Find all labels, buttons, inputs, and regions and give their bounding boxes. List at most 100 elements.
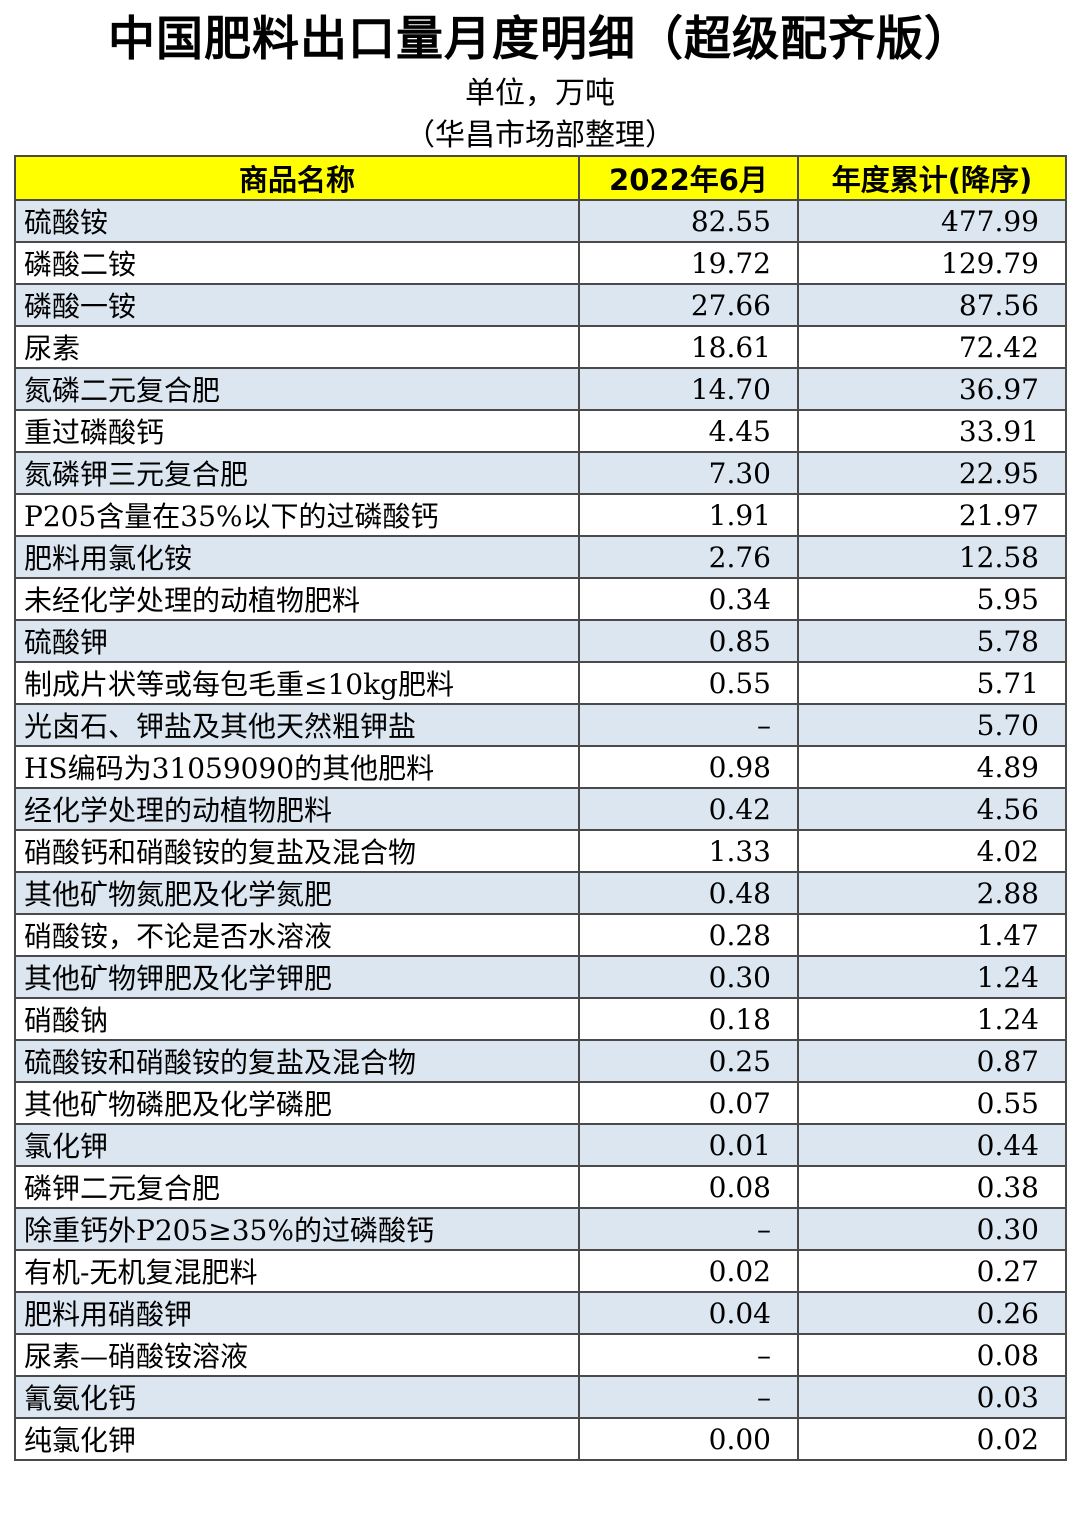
table-row: 光卤石、钾盐及其他天然粗钾盐 –5.70	[14, 703, 1067, 747]
product-name-cell: 纯氯化钾	[14, 1417, 580, 1461]
cumulative-value-cell: 22.95	[797, 451, 1067, 495]
cumulative-value-cell: 0.87	[797, 1039, 1067, 1083]
table-row: 未经化学处理的动植物肥料 0.34 5.95	[14, 577, 1067, 621]
cumulative-value-cell: 1.24	[797, 955, 1067, 999]
cumulative-value-cell: 0.30	[797, 1207, 1067, 1251]
month-value-cell: 0.00	[578, 1417, 799, 1461]
table-row: 其他矿物钾肥及化学钾肥 0.30 1.24	[14, 955, 1067, 999]
month-value-cell: 0.08	[578, 1165, 799, 1209]
product-name-cell: 其他矿物磷肥及化学磷肥	[14, 1081, 580, 1125]
product-name-cell: 氮磷钾三元复合肥	[14, 451, 580, 495]
month-value-cell: 14.70	[578, 367, 799, 411]
product-name-cell: 硫酸铵和硝酸铵的复盐及混合物	[14, 1039, 580, 1083]
month-value-cell: 18.61	[578, 325, 799, 369]
table-row: 氮磷钾三元复合肥 7.30 22.95	[14, 451, 1067, 495]
cumulative-value-cell: 0.08	[797, 1333, 1067, 1377]
table-row: 尿素—硝酸铵溶液 –0.08	[14, 1333, 1067, 1377]
month-value-cell: 0.01	[578, 1123, 799, 1167]
table-row: P205含量在35%以下的过磷酸钙 1.91 21.97	[14, 493, 1067, 537]
header-product-name: 商品名称	[14, 155, 580, 201]
table-row: 有机-无机复混肥料 0.02 0.27	[14, 1249, 1067, 1293]
cumulative-value-cell: 0.02	[797, 1417, 1067, 1461]
month-value-cell: 0.25	[578, 1039, 799, 1083]
table-row: 氰氨化钙 –0.03	[14, 1375, 1067, 1419]
month-value-cell: 27.66	[578, 283, 799, 327]
table-row: 除重钙外P205≥35%的过磷酸钙 –0.30	[14, 1207, 1067, 1251]
cumulative-value-cell: 87.56	[797, 283, 1067, 327]
month-value-cell: 7.30	[578, 451, 799, 495]
product-name-cell: 硝酸钠	[14, 997, 580, 1041]
product-name-cell: 硝酸铵，不论是否水溶液	[14, 913, 580, 957]
month-value-cell: 0.02	[578, 1249, 799, 1293]
cumulative-value-cell: 12.58	[797, 535, 1067, 579]
table-row: 硫酸铵 82.55 477.99	[14, 199, 1067, 243]
cumulative-value-cell: 0.38	[797, 1165, 1067, 1209]
cumulative-value-cell: 0.26	[797, 1291, 1067, 1335]
month-value-cell: 82.55	[578, 199, 799, 243]
month-value-cell: 2.76	[578, 535, 799, 579]
cumulative-value-cell: 477.99	[797, 199, 1067, 243]
product-name-cell: 肥料用硝酸钾	[14, 1291, 580, 1335]
table-row: 磷钾二元复合肥 0.08 0.38	[14, 1165, 1067, 1209]
cumulative-value-cell: 72.42	[797, 325, 1067, 369]
month-value-cell: 0.34	[578, 577, 799, 621]
product-name-cell: 硝酸钙和硝酸铵的复盐及混合物	[14, 829, 580, 873]
cumulative-value-cell: 0.27	[797, 1249, 1067, 1293]
month-value-cell: 0.04	[578, 1291, 799, 1335]
table-row: 硝酸钙和硝酸铵的复盐及混合物 1.33 4.02	[14, 829, 1067, 873]
cumulative-value-cell: 0.44	[797, 1123, 1067, 1167]
table-row: 磷酸一铵 27.66 87.56	[14, 283, 1067, 327]
cumulative-value-cell: 0.03	[797, 1375, 1067, 1419]
table-row: HS编码为31059090的其他肥料 0.98 4.89	[14, 745, 1067, 789]
product-name-cell: 其他矿物钾肥及化学钾肥	[14, 955, 580, 999]
cumulative-value-cell: 36.97	[797, 367, 1067, 411]
cumulative-value-cell: 5.78	[797, 619, 1067, 663]
month-value-cell: 4.45	[578, 409, 799, 453]
table-row: 经化学处理的动植物肥料 0.42 4.56	[14, 787, 1067, 831]
product-name-cell: 硫酸钾	[14, 619, 580, 663]
table-row: 重过磷酸钙 4.45 33.91	[14, 409, 1067, 453]
table-row: 硫酸铵和硝酸铵的复盐及混合物 0.25 0.87	[14, 1039, 1067, 1083]
month-value-cell: 0.30	[578, 955, 799, 999]
product-name-cell: P205含量在35%以下的过磷酸钙	[14, 493, 580, 537]
cumulative-value-cell: 4.89	[797, 745, 1067, 789]
table-row: 硫酸钾 0.85 5.78	[14, 619, 1067, 663]
cumulative-value-cell: 1.24	[797, 997, 1067, 1041]
month-value-cell: 1.33	[578, 829, 799, 873]
table-row: 制成片状等或每包毛重≤10kg肥料 0.55 5.71	[14, 661, 1067, 705]
month-value-cell: 0.98	[578, 745, 799, 789]
product-name-cell: 未经化学处理的动植物肥料	[14, 577, 580, 621]
month-value-cell: 0.28	[578, 913, 799, 957]
product-name-cell: 硫酸铵	[14, 199, 580, 243]
month-value-cell: 0.85	[578, 619, 799, 663]
product-name-cell: 重过磷酸钙	[14, 409, 580, 453]
cumulative-value-cell: 1.47	[797, 913, 1067, 957]
product-name-cell: 氰氨化钙	[14, 1375, 580, 1419]
product-name-cell: 尿素—硝酸铵溶液	[14, 1333, 580, 1377]
month-value-cell: 0.55	[578, 661, 799, 705]
page-title: 中国肥料出口量月度明细（超级配齐版）	[108, 12, 972, 67]
table-row: 硝酸铵，不论是否水溶液 0.28 1.47	[14, 913, 1067, 957]
cumulative-value-cell: 5.71	[797, 661, 1067, 705]
table-row: 硝酸钠 0.18 1.24	[14, 997, 1067, 1041]
product-name-cell: 磷酸二铵	[14, 241, 580, 285]
source-label: （华昌市场部整理）	[405, 118, 675, 153]
product-name-cell: 氯化钾	[14, 1123, 580, 1167]
month-value-cell: –	[578, 703, 799, 747]
product-name-cell: 氮磷二元复合肥	[14, 367, 580, 411]
month-value-cell: 0.18	[578, 997, 799, 1041]
cumulative-value-cell: 5.95	[797, 577, 1067, 621]
table-row: 其他矿物磷肥及化学磷肥 0.07 0.55	[14, 1081, 1067, 1125]
table-row: 磷酸二铵 19.72 129.79	[14, 241, 1067, 285]
month-value-cell: 0.07	[578, 1081, 799, 1125]
cumulative-value-cell: 21.97	[797, 493, 1067, 537]
table-header-row: 商品名称 2022年6月 年度累计(降序)	[14, 155, 1067, 201]
cumulative-value-cell: 5.70	[797, 703, 1067, 747]
table-body: 硫酸铵 82.55 477.99 磷酸二铵 19.72 129.79 磷酸一铵 27.66 87…	[14, 199, 1067, 1461]
table-row: 纯氯化钾 0.00 0.02	[14, 1417, 1067, 1461]
table-row: 尿素 18.61 72.42	[14, 325, 1067, 369]
month-value-cell: 0.42	[578, 787, 799, 831]
product-name-cell: 磷酸一铵	[14, 283, 580, 327]
month-value-cell: –	[578, 1375, 799, 1419]
month-value-cell: 19.72	[578, 241, 799, 285]
